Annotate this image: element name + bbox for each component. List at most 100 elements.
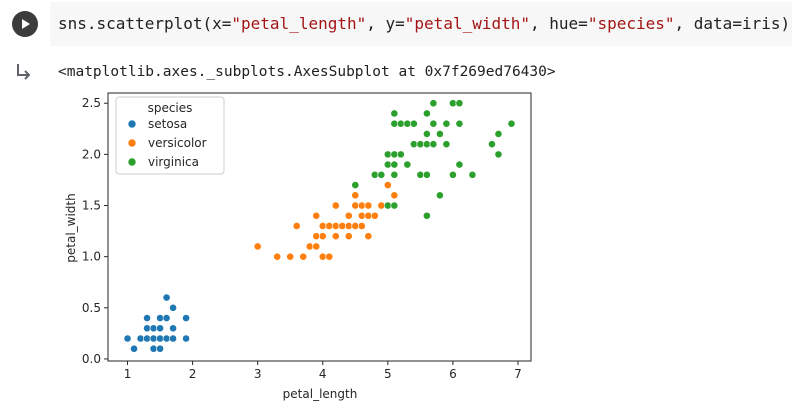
versicolor-point (273, 252, 282, 261)
versicolor-point (344, 222, 353, 230)
virginica-point (494, 150, 503, 159)
versicolor-point (351, 222, 360, 230)
virginica-point (390, 170, 399, 179)
virginica-point (396, 119, 405, 128)
run-cell-button[interactable] (12, 11, 38, 37)
code-sep-2: , hue= (530, 14, 588, 33)
setosa-point (143, 334, 151, 343)
virginica-point (455, 99, 464, 108)
legend-label-virginica: virginica (148, 155, 199, 169)
virginica-point (468, 170, 477, 179)
versicolor-point (253, 242, 262, 251)
setosa-point (162, 334, 171, 343)
versicolor-point (357, 211, 366, 220)
versicolor-point (292, 222, 301, 230)
play-icon (22, 19, 30, 29)
code-line[interactable]: sns.scatterplot(x="petal_length", y="pet… (58, 14, 790, 33)
virginica-point (370, 170, 379, 179)
virginica-point (390, 109, 399, 118)
code-x-arg: "petal_length" (231, 14, 367, 33)
y-tick-label: 2.0 (82, 147, 101, 161)
code-cell[interactable]: sns.scatterplot(x="petal_length", y="pet… (0, 0, 792, 50)
y-tick-label: 1.0 (82, 250, 101, 264)
virginica-point (435, 130, 444, 138)
versicolor-point (351, 201, 360, 210)
versicolor-point (318, 252, 327, 261)
virginica-point (409, 140, 418, 149)
versicolor-point (364, 211, 373, 220)
x-axis-label: petal_length (283, 387, 358, 401)
legend-label-setosa: setosa (148, 117, 187, 131)
virginica-point (409, 119, 418, 128)
setosa-point (156, 334, 164, 343)
setosa-point (123, 334, 132, 343)
virginica-point (377, 170, 386, 179)
versicolor-point (351, 191, 360, 200)
x-tick-label: 3 (254, 367, 262, 381)
virginica-point (383, 150, 392, 159)
versicolor-point (357, 222, 366, 230)
versicolor-point (312, 232, 321, 241)
setosa-point (143, 324, 151, 333)
legend-marker-setosa (127, 119, 137, 129)
virginica-point (396, 150, 405, 159)
code-editor[interactable] (50, 2, 792, 46)
plot-frame (107, 92, 532, 362)
x-tick-label: 5 (384, 367, 392, 381)
setosa-point (182, 334, 190, 343)
legend-marker-virginica (127, 157, 137, 167)
x-axis-ticks: 1 2 3 4 5 6 7 (124, 361, 522, 381)
versicolor-point (364, 201, 373, 210)
versicolor-point (312, 211, 321, 220)
versicolor-point (286, 252, 295, 261)
virginica-point (429, 99, 438, 108)
virginica-point (455, 119, 464, 128)
virginica-point (429, 140, 438, 149)
virginica-point (403, 119, 412, 128)
virginica-point (422, 211, 431, 220)
output-arrow-icon (17, 64, 31, 80)
x-tick-label: 1 (124, 367, 132, 381)
setosa-point (156, 344, 164, 353)
code-hue-arg: "species" (587, 14, 675, 33)
virginica-point (488, 140, 496, 149)
code-y-arg: "petal_width" (404, 14, 531, 33)
y-tick-label: 2.5 (82, 96, 101, 110)
setosa-point (156, 324, 164, 333)
virginica-point (390, 150, 399, 159)
y-tick-label: 1.5 (82, 199, 101, 213)
versicolor-point (377, 201, 386, 210)
setosa-point (149, 334, 158, 343)
setosa-point (169, 334, 177, 343)
virginica-point (435, 191, 444, 200)
code-suffix: , data=iris) (674, 14, 791, 33)
x-tick-label: 2 (189, 367, 197, 381)
setosa-point (143, 314, 151, 322)
y-axis-label: petal_width (64, 193, 78, 262)
virginica-point (442, 140, 451, 149)
versicolor-point (364, 232, 373, 241)
virginica-point (416, 140, 425, 149)
setosa-point (136, 334, 145, 343)
x-tick-label: 6 (449, 367, 457, 381)
setosa-point (169, 303, 177, 312)
legend-label-versicolor: versicolor (148, 136, 207, 150)
versicolor-point (318, 232, 327, 241)
versicolor-point (338, 222, 347, 230)
virginica-point (494, 130, 503, 138)
points-layer (123, 99, 516, 353)
setosa-point (169, 324, 177, 333)
legend-frame (115, 96, 225, 175)
versicolor-point (344, 232, 353, 241)
versicolor-point (370, 211, 379, 220)
virginica-point (416, 170, 425, 179)
virginica-point (449, 99, 457, 108)
virginica-point (390, 201, 399, 210)
versicolor-point (331, 201, 340, 210)
legend-title: species (148, 101, 193, 115)
setosa-point (149, 324, 158, 333)
versicolor-point (390, 191, 399, 200)
virginica-point (383, 201, 392, 210)
virginica-point (390, 119, 399, 128)
virginica-point (383, 160, 392, 169)
